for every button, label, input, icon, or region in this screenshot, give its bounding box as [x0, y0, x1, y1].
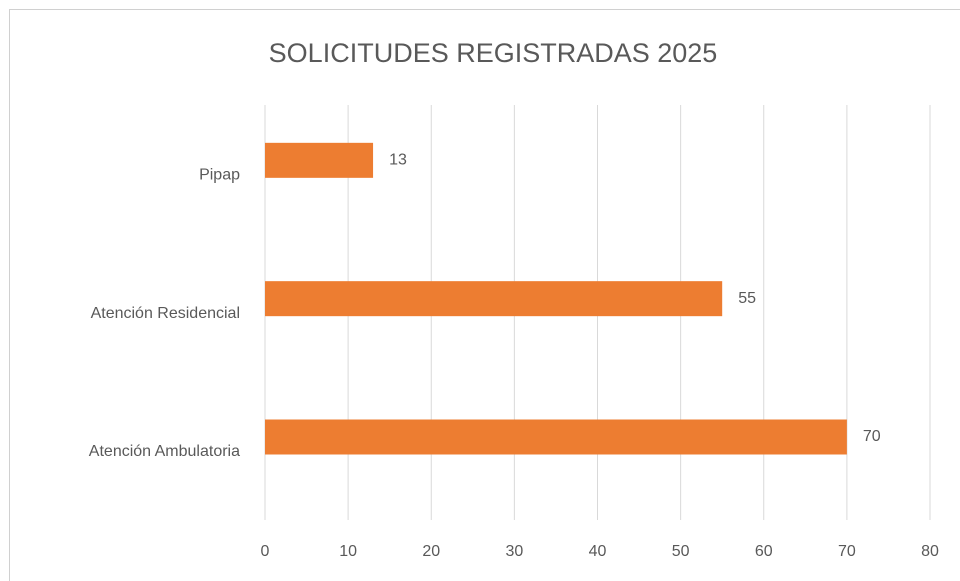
x-tick-label: 10 — [339, 543, 357, 560]
chart-title: SOLICITUDES REGISTRADAS 2025 — [269, 38, 718, 68]
x-tick-label: 80 — [921, 543, 939, 560]
bar — [265, 142, 374, 178]
x-tick-label: 40 — [589, 543, 607, 560]
bar — [265, 281, 723, 317]
data-label: 55 — [738, 290, 756, 307]
data-label: 70 — [863, 428, 881, 445]
x-tick-label: 30 — [505, 543, 523, 560]
x-tick-label: 70 — [838, 543, 856, 560]
x-tick-label: 0 — [261, 543, 270, 560]
x-tick-label: 20 — [422, 543, 440, 560]
bar — [265, 419, 847, 455]
data-label: 13 — [389, 152, 407, 169]
x-tick-label: 60 — [755, 543, 773, 560]
y-tick-label: Pipap — [199, 167, 240, 184]
y-tick-label: Atención Ambulatoria — [89, 443, 240, 460]
y-tick-label: Atención Residencial — [91, 305, 240, 322]
x-tick-label: 50 — [672, 543, 690, 560]
